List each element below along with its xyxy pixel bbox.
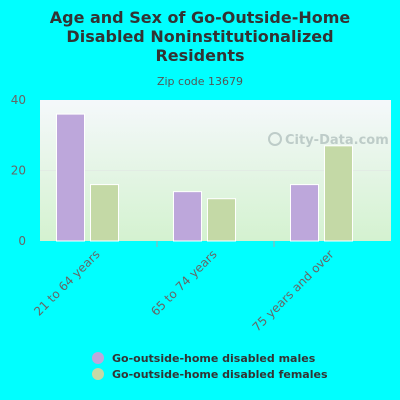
legend: Go-outside-home disabled males Go-outsid… bbox=[92, 350, 328, 382]
bar-males-2 bbox=[290, 184, 319, 242]
legend-label-males: Go-outside-home disabled males bbox=[112, 351, 316, 365]
y-tick-label-20: 20 bbox=[11, 164, 26, 178]
legend-swatch-males bbox=[92, 352, 104, 364]
bar-females-0 bbox=[90, 184, 119, 242]
x-category-label-1: 65 to 74 years bbox=[148, 247, 219, 318]
bar-females-1 bbox=[207, 198, 236, 242]
chart-title: Age and Sex of Go-Outside-Home Disabled … bbox=[0, 8, 400, 65]
legend-swatch-females bbox=[92, 368, 104, 380]
title-line-3: Residents bbox=[155, 46, 245, 65]
x-category-label-2: 75 years and over bbox=[250, 247, 337, 334]
watermark-text: City-Data.com bbox=[285, 133, 389, 148]
x-category-label-0: 21 to 64 years bbox=[31, 247, 102, 318]
title-line-1: Age and Sex of Go-Outside-Home bbox=[49, 8, 351, 27]
watermark: City-Data.com bbox=[268, 132, 389, 148]
y-tick-label-40: 40 bbox=[11, 93, 26, 107]
legend-item-females: Go-outside-home disabled females bbox=[92, 366, 328, 382]
legend-item-males: Go-outside-home disabled males bbox=[92, 350, 328, 366]
bar-males-0 bbox=[56, 113, 85, 242]
magnifier-icon bbox=[268, 132, 282, 146]
y-tick-label-0: 0 bbox=[18, 234, 26, 248]
bar-males-1 bbox=[173, 191, 202, 242]
title-line-2: Disabled Noninstitutionalized bbox=[66, 27, 334, 46]
bar-females-2 bbox=[324, 145, 353, 242]
chart-subtitle: Zip code 13679 bbox=[156, 75, 244, 88]
legend-label-females: Go-outside-home disabled females bbox=[112, 367, 328, 381]
